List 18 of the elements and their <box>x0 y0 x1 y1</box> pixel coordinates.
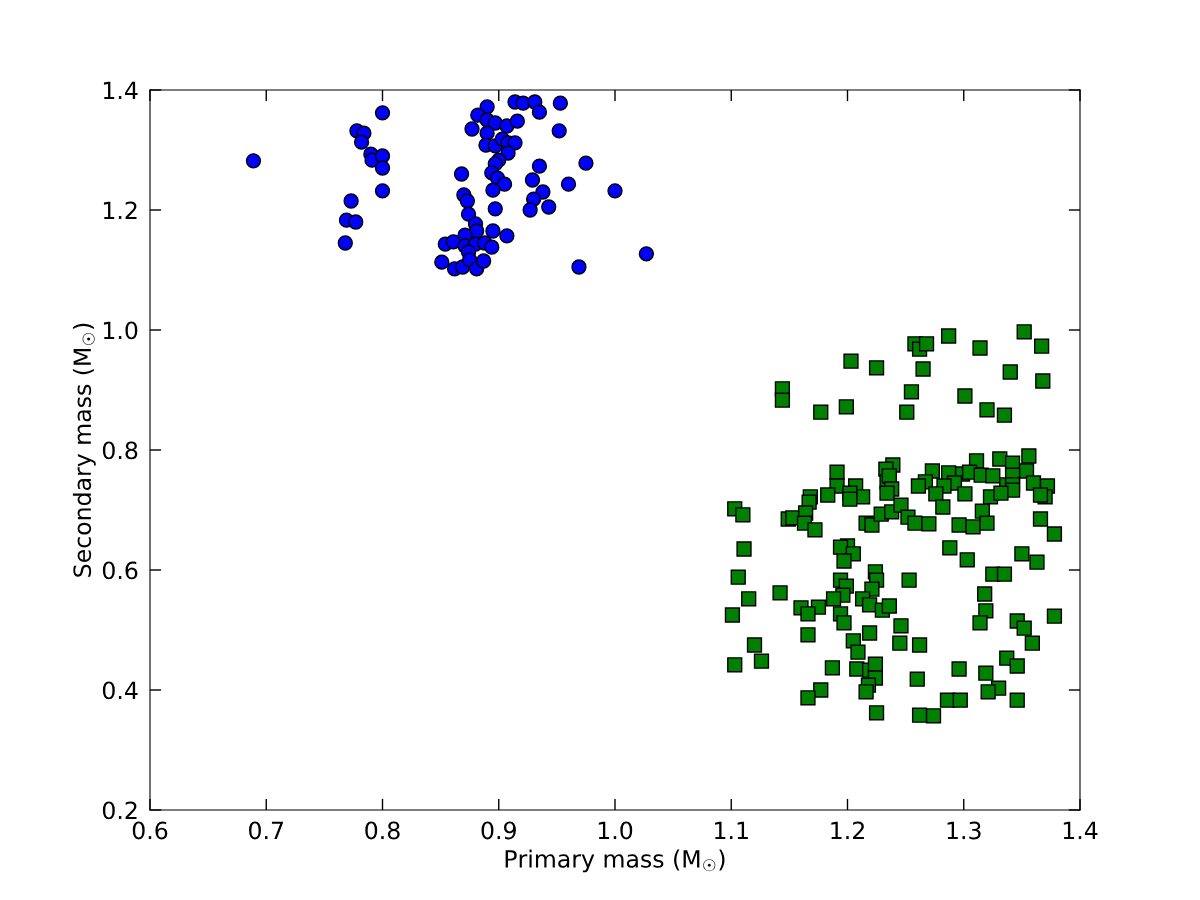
y-tick-label: 0.6 <box>102 561 138 580</box>
x-tick-label: 1.3 <box>947 821 981 840</box>
x-tick-label: 1.0 <box>598 821 633 840</box>
x-tick-label: 1.1 <box>715 821 748 840</box>
y-tick-label: 0.4 <box>102 681 138 700</box>
x-tick-label: 0.6 <box>132 821 168 840</box>
y-tick-label: 0.8 <box>102 441 138 460</box>
y-tick-label: 1.4 <box>103 81 138 99</box>
y-tick-label: 1.0 <box>103 321 138 340</box>
y-tick-label: 1.2 <box>103 201 137 219</box>
y-tick-label: 0.2 <box>102 801 137 820</box>
x-tick-label: 0.8 <box>365 821 400 840</box>
x-tick-label: 1.4 <box>1063 821 1098 840</box>
x-axis-title: Primary mass (M$_{☉}$) <box>505 849 725 873</box>
x-tick-label: 1.2 <box>831 821 864 840</box>
x-tick-label: 0.7 <box>249 821 284 840</box>
y-axis-title: Secondary mass (M$_{☉}$) <box>72 323 96 577</box>
x-tick-label: 0.9 <box>481 821 516 840</box>
